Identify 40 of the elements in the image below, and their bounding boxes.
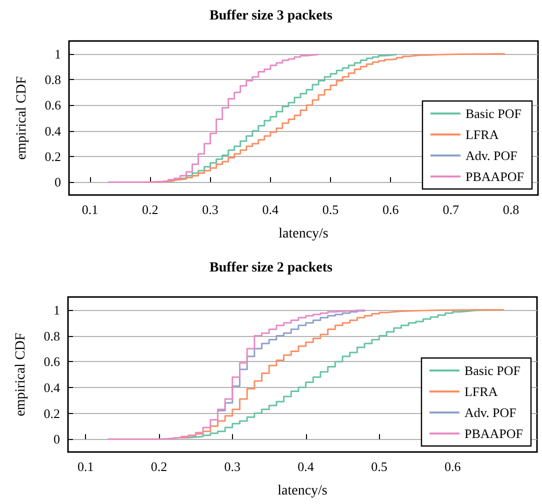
x-tick-label: 0.5 [322,202,339,217]
legend-label: PBAAPOF [465,169,524,184]
y-tick-label: 1 [54,302,60,318]
y-tick-label: 0 [54,432,60,447]
x-tick-label: 0.2 [142,202,158,217]
legend-label: LFRA [464,384,498,399]
legend-label: Basic POF [464,363,520,378]
x-tick-label: 0.3 [202,202,218,217]
chart-title: Buffer size 3 packets [210,8,334,24]
y-tick-label: 0.6 [44,354,60,370]
chart-title: Buffer size 2 packets [210,260,334,276]
y-tick-label: 0.8 [44,72,61,87]
x-tick-label: 0.5 [371,459,388,474]
x-tick-label: 0.8 [502,202,520,217]
y-tick-label: 0.4 [44,123,62,138]
x-axis-title: latency/s [278,484,328,498]
y-tick-label: 0.2 [44,149,61,164]
legend-label: Adv. POF [465,148,518,163]
x-tick-label: 0.1 [82,202,98,217]
y-tick-label: 0.4 [44,380,60,395]
y-tick-label: 0.6 [44,98,62,113]
x-tick-label: 0.7 [442,202,460,217]
x-tick-label: 0.6 [444,459,462,474]
y-axis-title: empirical CDF [14,76,30,160]
y-tick-label: 0.2 [44,406,60,421]
x-tick-label: 0.4 [262,202,280,217]
x-tick-label: 0.4 [298,459,314,474]
x-tick-label: 0.1 [77,459,94,474]
y-tick-label: 0 [54,174,61,190]
y-tick-label: 1 [54,46,61,62]
legend-label: Adv. POF [464,405,516,420]
x-axis-title: latency/s [278,226,328,242]
y-tick-label: 0.8 [44,328,60,344]
legend-label: Basic POF [465,106,522,121]
x-tick-label: 0.2 [150,459,168,474]
x-tick-label: 0.3 [224,459,241,474]
y-axis-title: empirical CDF [14,332,28,416]
legend-label: LFRA [465,127,500,142]
x-tick-label: 0.6 [382,202,400,217]
legend-label: PBAAPOF [464,426,524,441]
